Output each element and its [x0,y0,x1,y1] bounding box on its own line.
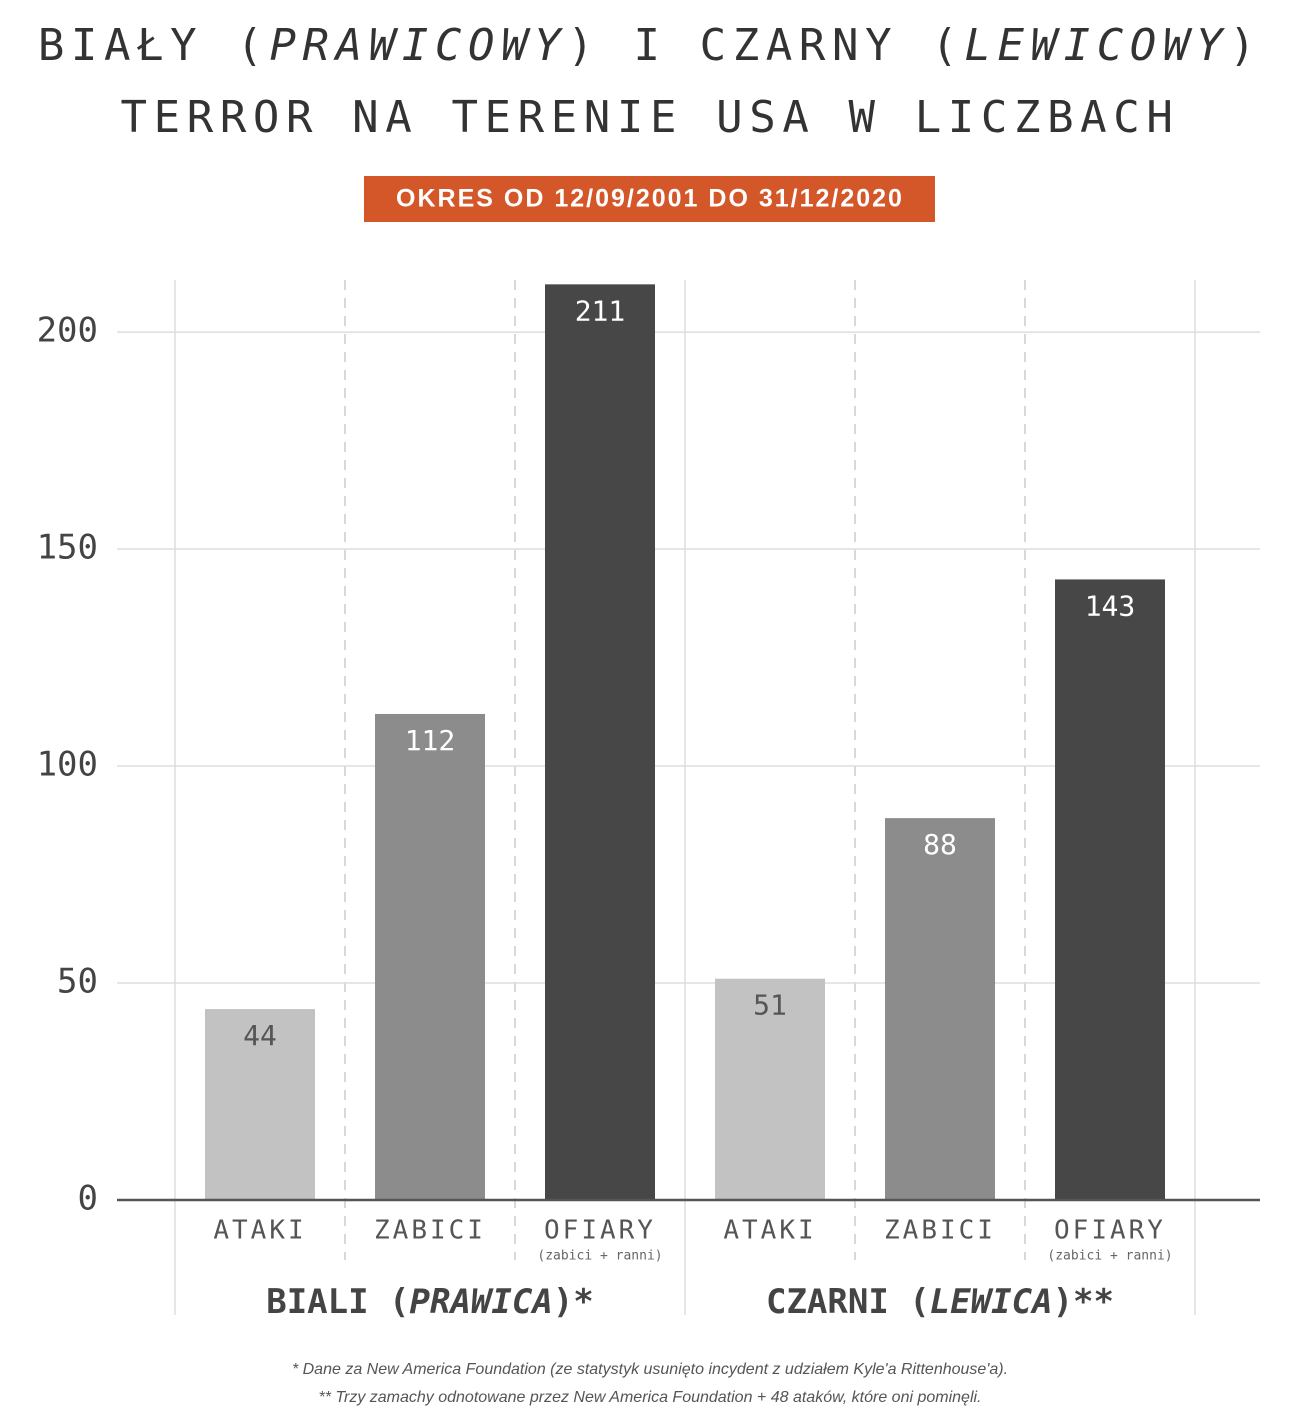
value-label: 88 [923,828,957,861]
text-part: PRAWICOWY [269,20,567,71]
footnote: ** Trzy zamachy odnotowane przez New Ame… [319,1389,982,1406]
value-label: 112 [405,724,456,757]
text-part: )** [1053,1282,1114,1322]
footnote: * Dane za New America Foundation (ze sta… [292,1361,1008,1378]
y-tick-label: 50 [57,962,98,1002]
text-part: BIALI ( [266,1282,409,1322]
bar [715,978,825,1200]
x-tick-label: ZABICI [884,1216,996,1246]
value-label: 51 [753,989,787,1022]
text-part: PRAWICA [410,1282,553,1322]
text-part: LEWICA [930,1282,1053,1322]
bar [375,713,485,1200]
value-label: 44 [243,1019,277,1052]
text-part: LEWICOWY [964,20,1229,71]
text-part: CZARNI ( [766,1282,930,1322]
subtitle: OKRES OD 12/09/2001 DO 31/12/2020 [396,185,904,213]
bar [1055,579,1165,1200]
x-tick-label: ZABICI [374,1216,486,1246]
group-label: BIALI (PRAWICA)* [266,1282,594,1322]
category-note: (zabici + ranni) [537,1249,662,1264]
x-tick-label: OFIARY [544,1216,656,1246]
text-part: )* [553,1282,594,1322]
text-part: BIAŁY ( [38,20,270,71]
text-part: TERROR NA TERENIE USA W LICZBACH [121,92,1180,143]
x-tick-label: ATAKI [213,1216,306,1246]
text-part: ) I CZARNY ( [567,20,964,71]
bar [885,818,995,1200]
bar [205,1009,315,1200]
subtitle-box [364,176,935,222]
y-tick-label: 150 [37,528,98,568]
y-tick-label: 0 [78,1179,98,1219]
group-label: CZARNI (LEWICA)** [766,1282,1114,1322]
y-tick-label: 100 [37,745,98,785]
value-label: 211 [575,294,626,327]
chart-title: TERROR NA TERENIE USA W LICZBACH [121,92,1180,143]
chart-title: BIAŁY (PRAWICOWY) I CZARNY (LEWICOWY) [38,20,1262,71]
value-label: 143 [1085,589,1136,622]
category-note: (zabici + ranni) [1047,1249,1172,1264]
text-part: ) [1229,20,1262,71]
bar [545,284,655,1201]
y-tick-label: 200 [37,311,98,351]
x-tick-label: ATAKI [723,1216,816,1246]
x-tick-label: OFIARY [1054,1216,1166,1246]
